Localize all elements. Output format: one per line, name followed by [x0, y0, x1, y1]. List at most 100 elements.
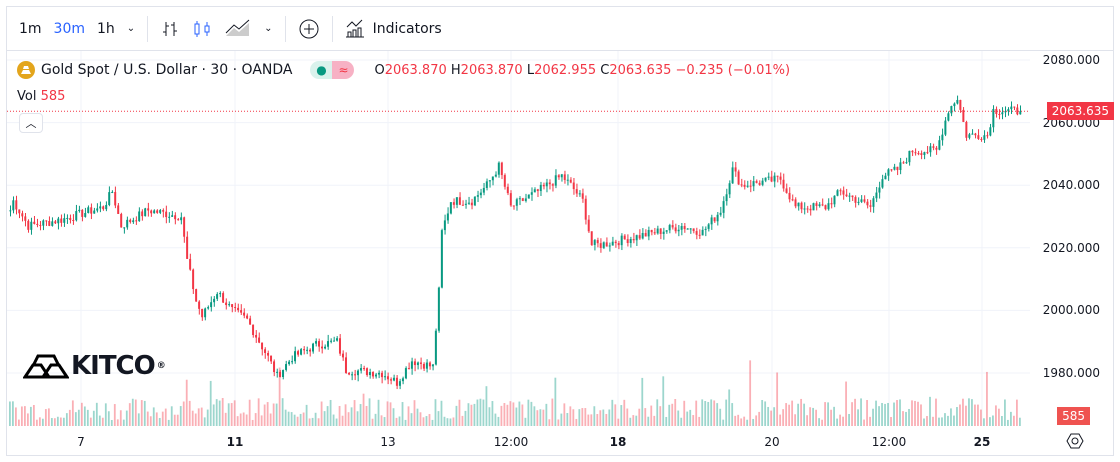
candle-body — [380, 372, 383, 378]
price-tick-label: 1980.000 — [1042, 366, 1100, 380]
candles-chart-icon[interactable] — [186, 14, 218, 44]
candle-body — [842, 190, 845, 195]
price-tick-label: 2080.000 — [1042, 53, 1100, 67]
volume-bar — [515, 407, 518, 426]
candle-body — [377, 372, 380, 375]
volume-bar — [149, 416, 152, 426]
candle-body — [920, 153, 923, 155]
volume-bar — [404, 419, 407, 426]
candle-body — [458, 197, 461, 205]
volume-bar — [425, 416, 428, 426]
volume-bar — [830, 409, 832, 426]
price-axis[interactable]: 2080.000 2060.000 2040.000 2020.000 2000.000… — [1030, 51, 1114, 426]
candle-body — [225, 302, 228, 306]
area-chart-icon[interactable] — [218, 14, 258, 44]
volume-bar — [356, 411, 359, 426]
volume-bar — [50, 418, 53, 426]
bars-chart-icon[interactable] — [154, 14, 186, 44]
candle-body — [446, 213, 449, 221]
volume-bar — [68, 409, 71, 426]
volume-bar — [284, 409, 287, 426]
volume-bar — [680, 417, 683, 426]
candle-body — [356, 370, 359, 376]
volume-bar — [653, 415, 656, 426]
chart-pane[interactable]: Gold Spot / U.S. Dollar · 30 · OANDA ● ≈ … — [7, 51, 1030, 426]
volume-bar — [260, 415, 263, 426]
candle-body — [273, 361, 276, 373]
volume-bar — [908, 408, 910, 426]
volume-bar — [23, 406, 26, 426]
volume-bar — [521, 404, 524, 426]
volume-bar — [776, 372, 779, 426]
settings-icon[interactable] — [1065, 431, 1085, 454]
interval-dropdown-chevron-icon[interactable]: ⌄ — [126, 23, 136, 34]
volume-bar — [38, 417, 41, 426]
volume-bar — [230, 403, 233, 426]
candle-body — [383, 376, 386, 378]
volume-bar — [176, 414, 179, 426]
volume-bar — [263, 404, 266, 426]
candle-body — [162, 210, 165, 212]
candle-body — [815, 203, 818, 206]
volume-bar — [620, 405, 623, 426]
candle-body — [165, 211, 168, 218]
volume-bar — [560, 413, 563, 426]
collapse-legend-button[interactable]: ︿ — [19, 113, 43, 133]
volume-bar — [638, 408, 641, 426]
volume-bar — [62, 417, 65, 426]
candle-body — [198, 301, 201, 309]
chart-type-chevron-icon[interactable]: ⌄ — [264, 23, 273, 34]
candle-body — [992, 108, 995, 128]
candle-body — [335, 338, 338, 341]
volume-bar — [434, 399, 437, 426]
compare-add-icon[interactable] — [292, 14, 326, 44]
volume-bar — [551, 398, 554, 426]
volume-bar — [449, 418, 452, 426]
candle-body — [102, 206, 105, 210]
volume-bar — [1007, 419, 1009, 426]
candle-body — [998, 113, 1001, 115]
volume-bar — [800, 398, 803, 426]
candle-body — [228, 304, 231, 306]
candle-body — [539, 184, 542, 192]
candle-body — [707, 224, 710, 229]
volume-bar — [503, 403, 506, 426]
candle-body — [204, 308, 207, 318]
candle-body — [575, 189, 578, 194]
candle-body — [968, 134, 971, 138]
volume-bar — [422, 417, 425, 426]
volume-bar — [905, 411, 907, 426]
volume-bar — [488, 407, 491, 426]
candle-body — [659, 228, 662, 234]
time-axis[interactable]: 7 11 13 12:00 18 20 12:00 25 — [7, 426, 1084, 456]
volume-bar — [737, 414, 740, 426]
volume-bar — [359, 404, 362, 426]
candle-body — [839, 190, 842, 192]
volume-bar — [56, 416, 59, 426]
candle-body — [524, 198, 527, 201]
interval-1h[interactable]: 1h — [97, 20, 115, 37]
candle-body — [686, 228, 689, 230]
volume-bar — [44, 409, 47, 426]
candle-body — [653, 232, 656, 234]
candle-body — [1010, 106, 1013, 110]
volume-bar — [299, 413, 302, 426]
volume-bar — [734, 415, 737, 426]
volume-bar — [386, 401, 389, 426]
interval-30m[interactable]: 30m — [53, 20, 85, 37]
volume-bar — [947, 415, 949, 426]
interval-1m[interactable]: 1m — [19, 20, 42, 37]
symbol-title[interactable]: Gold Spot / U.S. Dollar · 30 · OANDA — [41, 62, 293, 78]
candle-body — [773, 175, 776, 182]
market-status-pill[interactable]: ● ≈ — [310, 61, 355, 79]
volume-bar — [278, 367, 281, 426]
volume-bar — [971, 399, 973, 426]
volume-bar — [350, 407, 353, 426]
volume-bar — [218, 400, 221, 426]
indicators-button[interactable]: Indicators — [339, 14, 448, 44]
candle-body — [72, 219, 75, 221]
candle-body — [261, 342, 264, 350]
volume-bar — [536, 410, 539, 426]
volume-bar — [566, 413, 569, 426]
price-chart[interactable] — [7, 51, 1030, 426]
